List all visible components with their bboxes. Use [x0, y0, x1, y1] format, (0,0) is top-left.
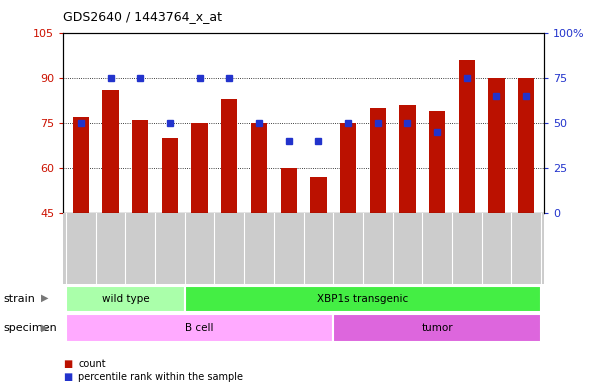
Bar [281, 168, 297, 213]
Text: strain: strain [3, 293, 35, 304]
Text: XBP1s transgenic: XBP1s transgenic [317, 293, 409, 304]
Bar [73, 117, 89, 213]
Text: ■: ■ [63, 372, 72, 382]
Bar [66, 286, 185, 311]
Bar [370, 108, 386, 213]
Bar [518, 78, 534, 213]
Bar [132, 120, 148, 213]
Text: specimen: specimen [3, 323, 56, 333]
Bar [459, 60, 475, 213]
Bar [162, 138, 178, 213]
Bar [488, 78, 505, 213]
Text: tumor: tumor [421, 323, 453, 333]
Bar [310, 177, 326, 213]
Bar [429, 111, 445, 213]
Bar [192, 123, 208, 213]
Text: percentile rank within the sample: percentile rank within the sample [78, 372, 243, 382]
Text: wild type: wild type [102, 293, 149, 304]
Text: count: count [78, 359, 106, 369]
Text: ▶: ▶ [41, 293, 49, 303]
Bar [399, 105, 415, 213]
Text: ▶: ▶ [41, 323, 49, 333]
Text: B cell: B cell [185, 323, 214, 333]
Bar [333, 314, 541, 342]
Text: ■: ■ [63, 359, 72, 369]
Text: GDS2640 / 1443764_x_at: GDS2640 / 1443764_x_at [63, 10, 222, 23]
Bar [66, 314, 333, 342]
Bar [102, 90, 119, 213]
Bar [340, 123, 356, 213]
Bar [251, 123, 267, 213]
Bar [185, 286, 541, 311]
Bar [221, 99, 237, 213]
